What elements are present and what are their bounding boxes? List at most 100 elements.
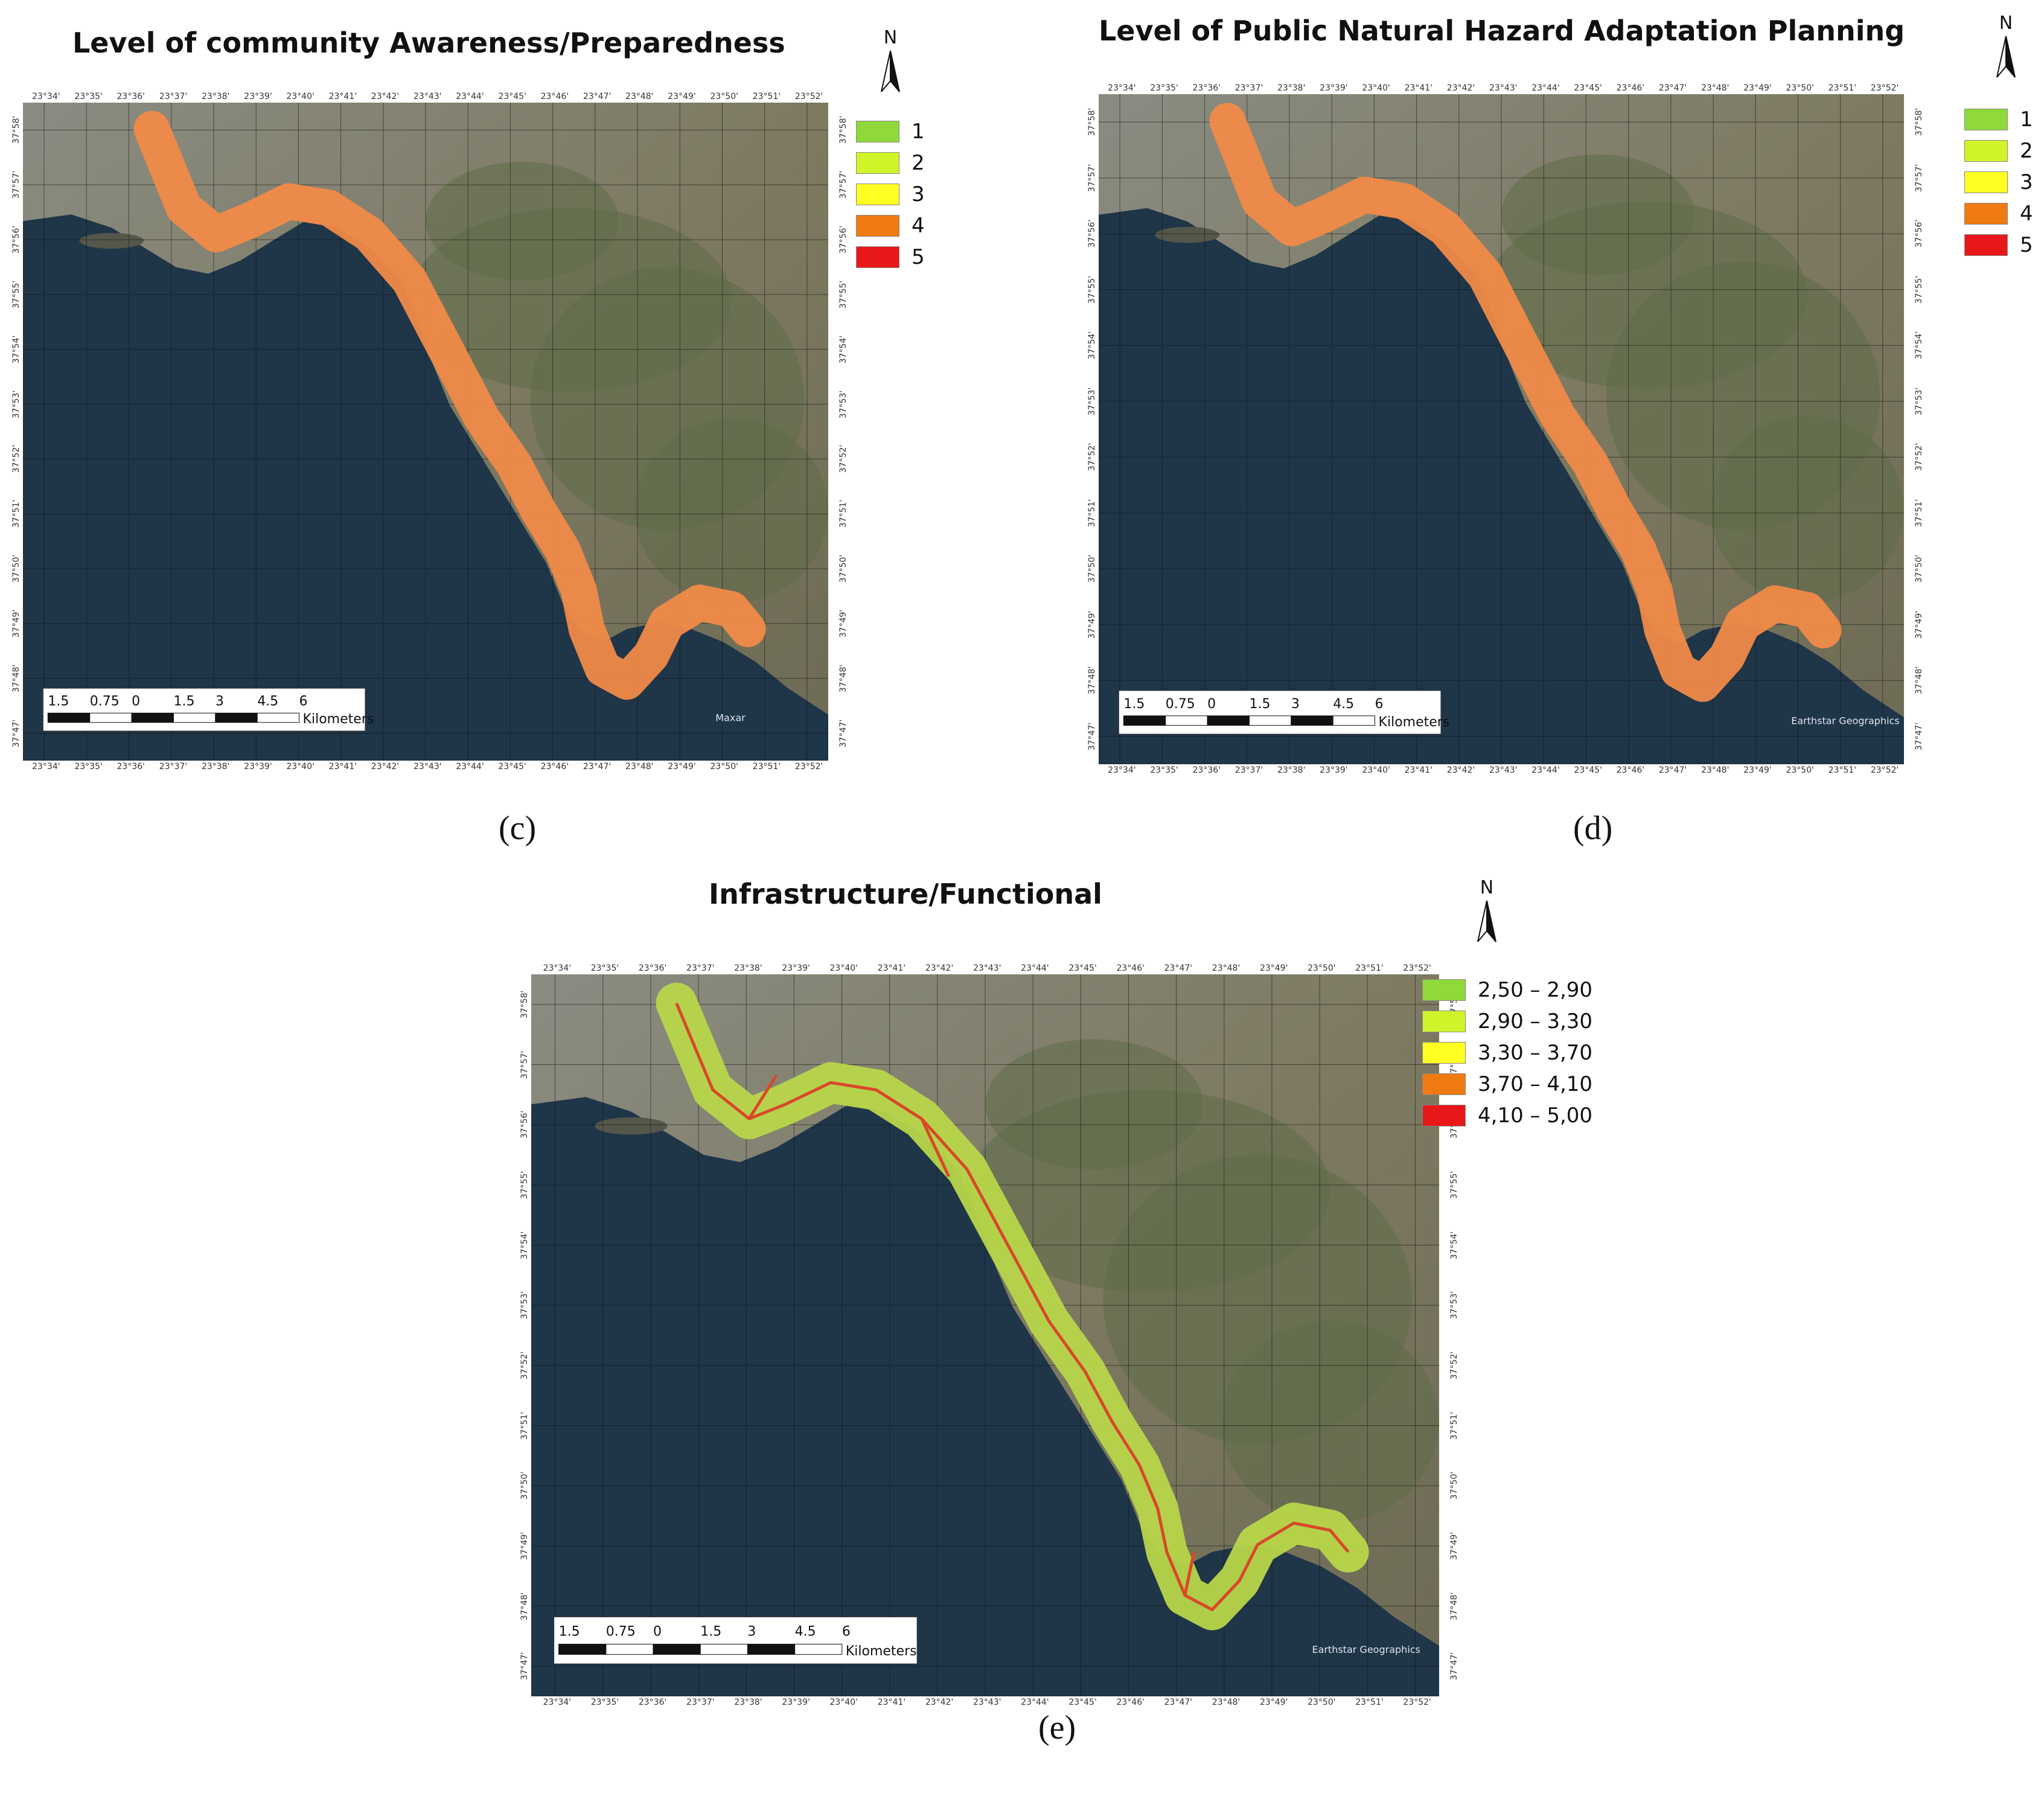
lon-tick-label: 23°52'	[1870, 83, 1899, 93]
legend-swatch	[1964, 171, 2008, 193]
lon-tick-label: 23°35'	[74, 762, 103, 772]
lat-tick-label: 37°55'	[1449, 1171, 1460, 1200]
lat-tick-label: 37°48'	[520, 1592, 530, 1620]
scale-segment	[1248, 715, 1292, 726]
lat-tick-label: 37°51'	[11, 500, 22, 528]
lon-tick-label: 23°43'	[414, 762, 442, 772]
lat-tick-label: 37°52'	[1087, 443, 1097, 471]
lon-tick-label: 23°46'	[540, 92, 569, 101]
legend-item: 4,10 – 5,00	[1422, 1100, 1592, 1131]
lat-tick-label: 37°50'	[838, 554, 849, 583]
scale-number: 3	[216, 694, 224, 709]
lon-tick-label: 23°34'	[1108, 765, 1136, 775]
lon-tick-label: 23°48'	[1212, 1698, 1241, 1707]
lon-tick-label: 23°49'	[1259, 963, 1288, 973]
scale-segment	[173, 712, 216, 723]
lon-tick-label: 23°44'	[1021, 1698, 1049, 1707]
lon-tick-label: 23°41'	[877, 963, 906, 973]
lat-tick-label: 37°56'	[1087, 220, 1097, 248]
lon-tick-label: 23°43'	[1489, 83, 1518, 93]
lat-tick-label: 37°51'	[838, 500, 849, 528]
legend-swatch	[1964, 203, 2008, 225]
lat-tick-label: 37°54'	[1914, 331, 1924, 360]
legend-item: 3,70 – 4,10	[1422, 1069, 1592, 1100]
lat-tick-label: 37°58'	[520, 990, 530, 1019]
north-arrow-left	[1477, 900, 1487, 942]
lat-tick-label: 37°53'	[838, 390, 849, 418]
scale-bar-box	[1118, 690, 1442, 735]
lon-tick-label: 23°48'	[625, 762, 654, 772]
scale-number: 0.75	[606, 1624, 636, 1640]
lon-tick-label: 23°51'	[752, 762, 781, 772]
lon-tick-label: 23°39'	[782, 963, 810, 973]
lat-tick-label: 37°57'	[520, 1050, 530, 1079]
lat-tick-label: 37°54'	[1087, 331, 1097, 360]
scale-number: 1.5	[173, 694, 194, 709]
lon-tick-label: 23°50'	[710, 92, 738, 101]
lat-tick-label: 37°58'	[1087, 108, 1097, 136]
lon-tick-label: 23°36'	[117, 762, 145, 772]
lon-tick-label: 23°41'	[1404, 765, 1433, 775]
scale-number: 1.5	[1249, 697, 1270, 712]
lon-tick-label: 23°36'	[638, 1698, 667, 1707]
lon-tick-label: 23°44'	[456, 762, 484, 772]
lat-tick-label: 37°47'	[1914, 722, 1924, 750]
lon-tick-label: 23°44'	[456, 92, 484, 101]
lon-tick-label: 23°38'	[1277, 765, 1306, 775]
lon-tick-label: 23°45'	[498, 762, 526, 772]
lon-tick-label: 23°41'	[328, 92, 357, 101]
lon-tick-label: 23°47'	[583, 762, 612, 772]
terrain-hill	[1501, 154, 1695, 275]
legend-label: 2,90 – 3,30	[1478, 1009, 1593, 1033]
lat-tick-label: 37°50'	[1087, 555, 1097, 583]
caption-c: (c)	[499, 810, 537, 847]
scale-number: 0.75	[1166, 697, 1195, 712]
legend-swatch	[1964, 140, 2008, 162]
lat-tick-label: 37°52'	[838, 445, 849, 473]
lon-tick-label: 23°37'	[686, 963, 715, 973]
lon-tick-label: 23°49'	[1259, 1698, 1288, 1707]
lat-tick-label: 37°50'	[1914, 555, 1924, 583]
map-frame-c: 1.5 0.75 0 1.5 3 4.5 6 Kilometers Maxar 23°34' 23…	[11, 91, 848, 773]
scale-segment	[1165, 715, 1208, 726]
map-frame-e: 1.5 0.75 0 1.5 3 4.5 6 Kilometers Earthstar Geog…	[520, 948, 1459, 1805]
road-branch	[920, 1118, 951, 1177]
legend-label: 2	[912, 151, 925, 175]
scale-number: 0	[132, 694, 140, 709]
legend-label: 3	[912, 182, 925, 206]
scale-bar: 1.5 0.75 0 1.5 3 4.5 6 Kilometers	[42, 688, 374, 732]
scale-segment	[89, 712, 132, 723]
scale-bar: 1.5 0.75 0 1.5 3 4.5 6 Kilometers	[554, 1616, 918, 1664]
lon-tick-label: 23°44'	[1531, 83, 1560, 93]
lon-tick-label: 23°36'	[1192, 83, 1221, 93]
scale-segment	[1123, 715, 1166, 726]
lat-tick-label: 37°53'	[1449, 1291, 1460, 1320]
lat-tick-label: 37°55'	[1914, 275, 1924, 304]
lon-tick-label: 23°51'	[1355, 963, 1384, 973]
terrain-hill	[1710, 415, 1904, 604]
lon-tick-label: 23°52'	[1870, 765, 1899, 775]
legend-swatch	[1422, 1042, 1466, 1064]
lon-tick-label: 23°40'	[829, 963, 858, 973]
lat-tick-label: 37°57'	[838, 171, 849, 199]
scale-segment	[215, 712, 258, 723]
island	[1155, 226, 1220, 243]
lon-tick-label: 23°46'	[1116, 963, 1145, 973]
lat-tick-label: 37°49'	[11, 609, 22, 638]
lon-tick-label: 23°51'	[1828, 83, 1857, 93]
lat-tick-label: 37°51'	[520, 1411, 530, 1440]
legend-item: 3,30 – 3,70	[1422, 1037, 1592, 1069]
lat-tick-label: 37°51'	[1914, 499, 1924, 527]
lon-tick-label: 23°52'	[794, 92, 823, 101]
scale-number: 1.5	[559, 1624, 580, 1640]
lon-tick-label: 23°50'	[1786, 83, 1814, 93]
lat-tick-label: 37°49'	[1914, 610, 1924, 639]
scale-number: 6	[842, 1624, 851, 1640]
scale-segment	[605, 1644, 654, 1655]
lon-tick-label: 23°52'	[1403, 1698, 1431, 1707]
lat-tick-label: 37°55'	[11, 280, 22, 309]
caption-e: (e)	[1038, 1709, 1076, 1746]
scale-number: 0.75	[90, 694, 120, 709]
legend-label: 1	[912, 120, 925, 144]
north-arrow-left	[1996, 36, 2007, 78]
